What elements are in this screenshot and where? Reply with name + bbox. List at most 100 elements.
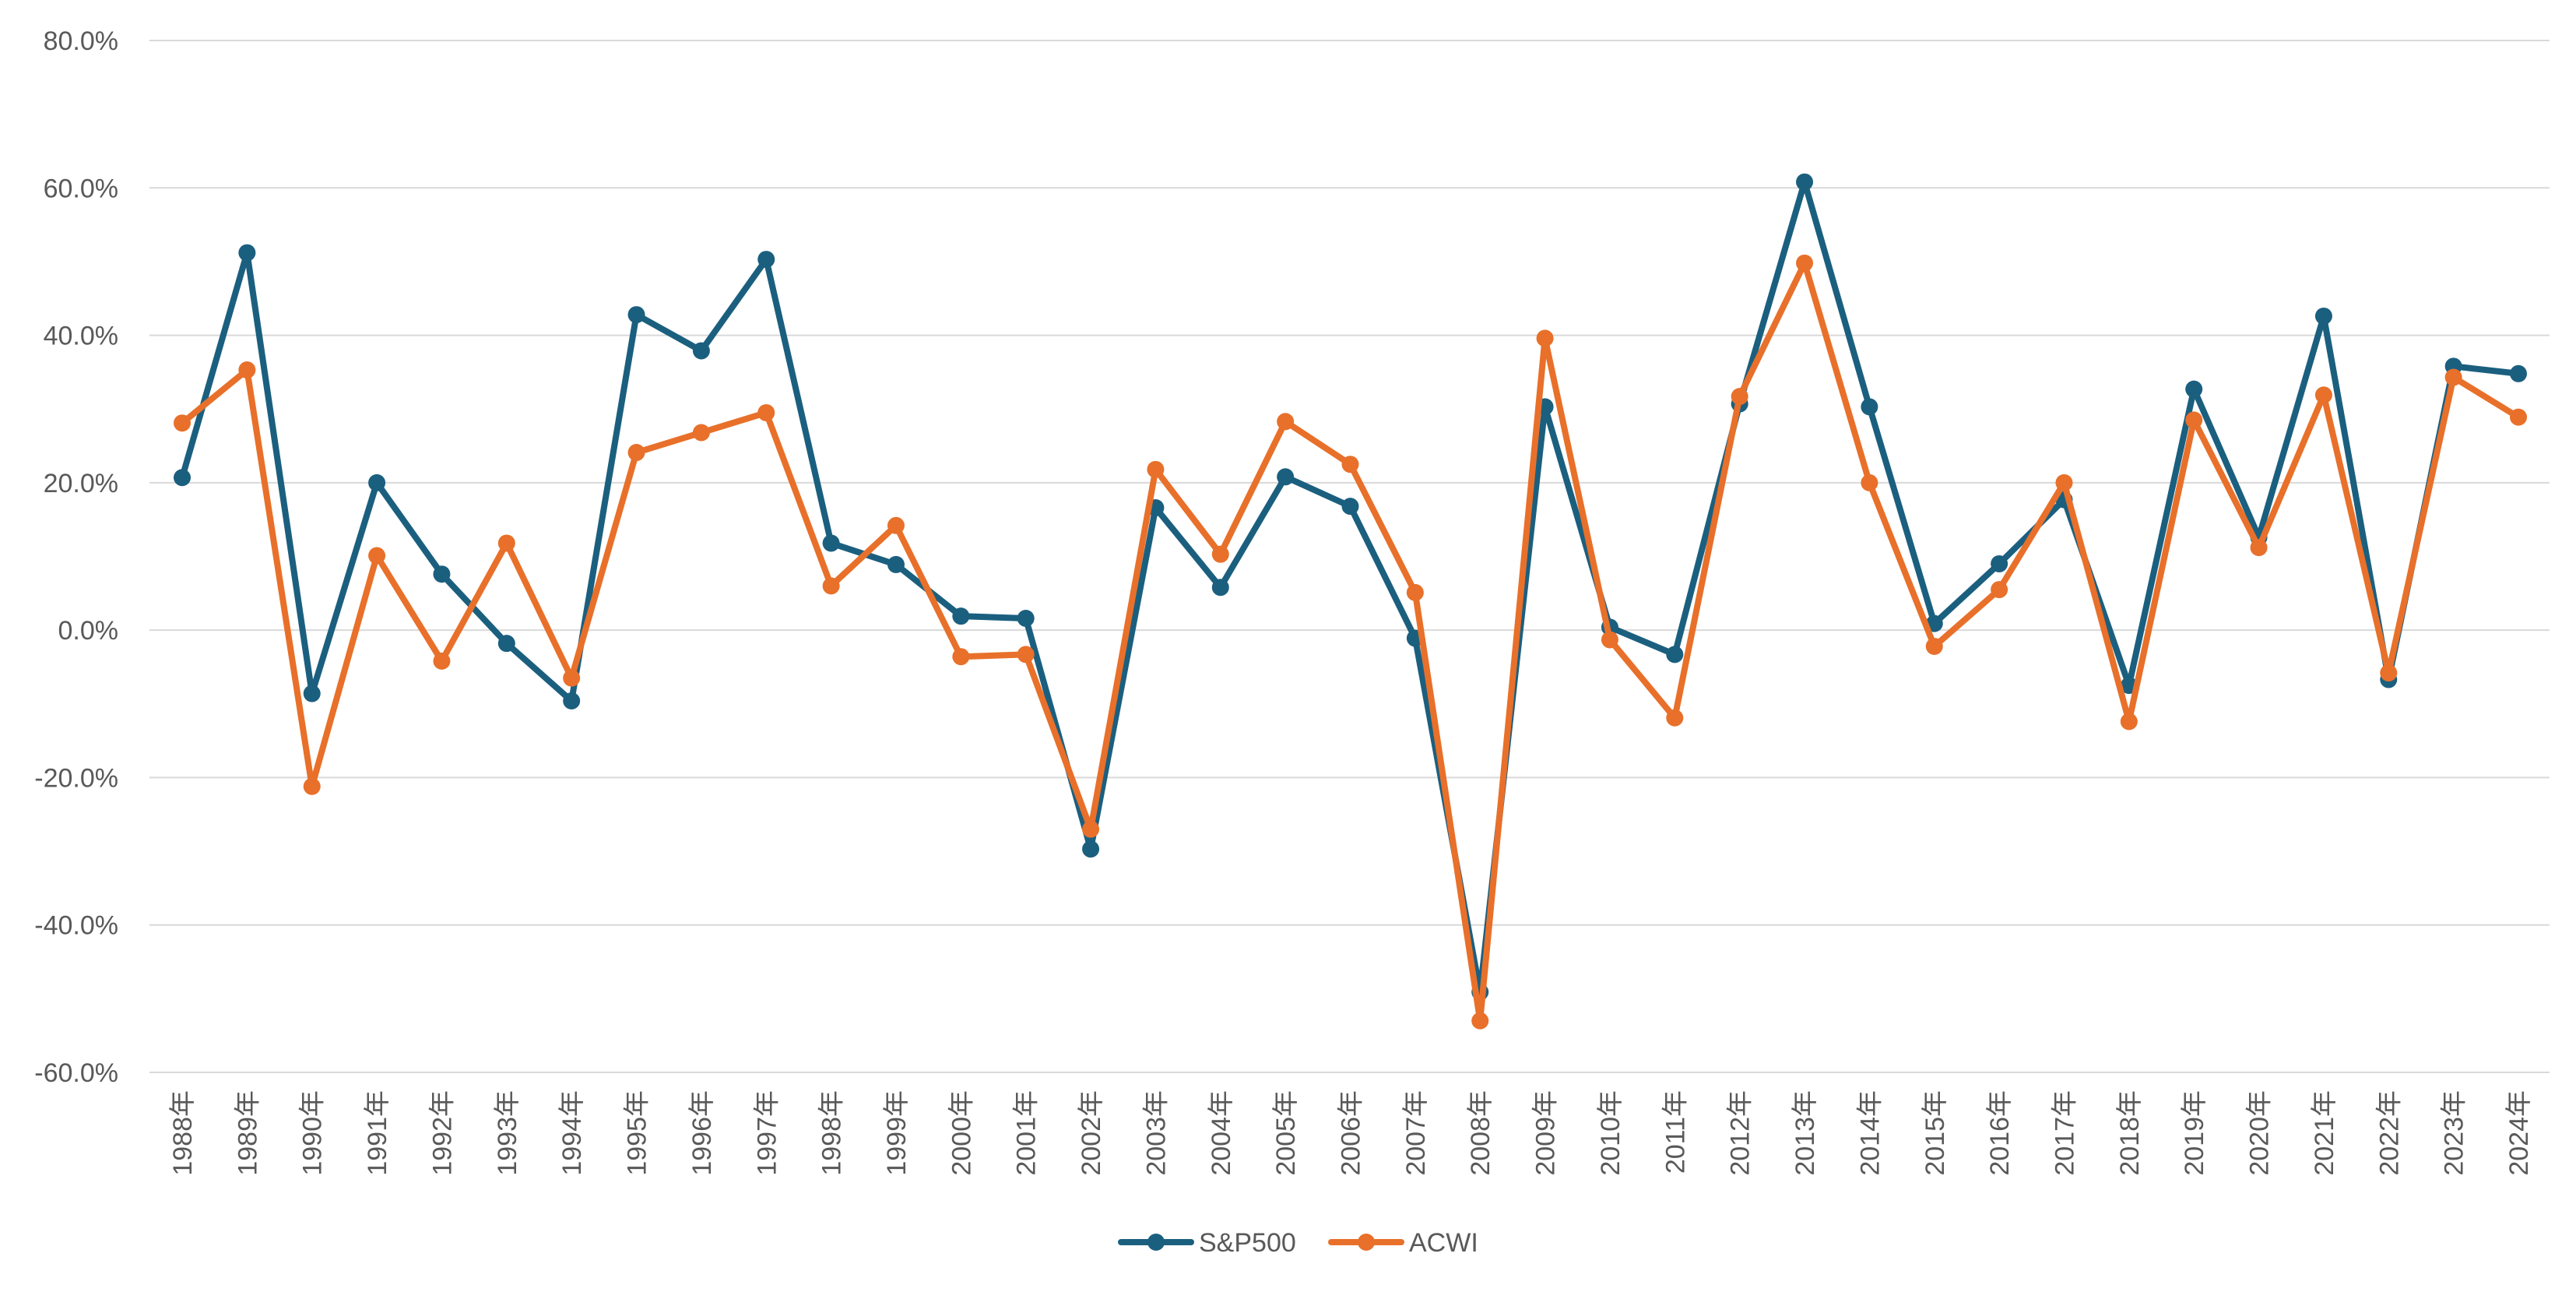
x-tick-label: 2004年 bbox=[1207, 1090, 1236, 1176]
data-point bbox=[1601, 631, 1618, 649]
x-tick-label: 2006年 bbox=[1337, 1090, 1366, 1176]
x-tick-label: 2003年 bbox=[1141, 1090, 1171, 1176]
data-point bbox=[692, 342, 710, 360]
data-point bbox=[1861, 398, 1878, 416]
x-tick-label: 2011年 bbox=[1661, 1090, 1690, 1174]
data-point bbox=[1991, 554, 2008, 572]
data-point bbox=[1341, 498, 1359, 516]
data-point bbox=[174, 469, 191, 487]
data-point bbox=[1406, 583, 1424, 601]
data-point bbox=[2055, 473, 2073, 491]
data-point bbox=[2510, 408, 2527, 426]
data-point bbox=[887, 516, 905, 534]
data-point bbox=[368, 547, 386, 565]
x-tick-label: 1996年 bbox=[687, 1090, 717, 1176]
x-tick-label: 2024年 bbox=[2504, 1090, 2534, 1176]
x-axis-tick-labels: 1988年 1989年 1990年 1991年 1992年 1993年 1994年 1995年… bbox=[168, 1090, 2534, 1176]
data-point bbox=[433, 565, 451, 583]
y-tick-label: -20.0% bbox=[34, 763, 118, 793]
data-point bbox=[952, 648, 970, 666]
x-tick-label: 2016年 bbox=[1985, 1090, 2015, 1176]
y-tick-label: 40.0% bbox=[44, 322, 118, 351]
y-tick-label: -40.0% bbox=[34, 911, 118, 941]
data-point bbox=[433, 652, 451, 670]
data-point bbox=[1082, 840, 1100, 858]
data-point bbox=[822, 577, 840, 595]
data-point bbox=[1277, 468, 1295, 486]
x-tick-label: 1997年 bbox=[752, 1090, 782, 1176]
data-point bbox=[563, 692, 581, 709]
series-ACWI bbox=[174, 254, 2527, 1030]
data-point bbox=[1082, 820, 1100, 838]
y-tick-label: -60.0% bbox=[34, 1058, 118, 1088]
x-tick-label: 2000年 bbox=[947, 1090, 976, 1176]
data-point bbox=[2120, 713, 2138, 730]
x-tick-label: 2022年 bbox=[2374, 1090, 2404, 1176]
data-point bbox=[1471, 1012, 1489, 1030]
x-tick-label: 2002年 bbox=[1077, 1090, 1106, 1176]
legend-label: S&P500 bbox=[1199, 1228, 1296, 1258]
y-tick-label: 20.0% bbox=[44, 469, 118, 498]
legend-item: S&P500 bbox=[1118, 1228, 1296, 1258]
x-tick-label: 1994年 bbox=[557, 1090, 587, 1176]
series-S&P500 bbox=[174, 173, 2527, 1001]
legend-swatch-marker bbox=[1147, 1234, 1165, 1251]
data-point bbox=[1796, 254, 1814, 272]
x-tick-label: 1998年 bbox=[817, 1090, 847, 1176]
x-tick-label: 1988年 bbox=[168, 1090, 198, 1176]
data-point bbox=[174, 414, 191, 432]
x-tick-label: 1989年 bbox=[233, 1090, 262, 1176]
y-tick-label: 60.0% bbox=[44, 174, 118, 203]
x-tick-label: 2023年 bbox=[2440, 1090, 2469, 1176]
data-point bbox=[497, 635, 515, 653]
series-line bbox=[179, 259, 2522, 1024]
x-tick-label: 1992年 bbox=[427, 1090, 457, 1176]
data-point bbox=[822, 534, 840, 552]
gridlines bbox=[149, 40, 2550, 1073]
data-point bbox=[2185, 411, 2203, 429]
x-tick-label: 2009年 bbox=[1531, 1090, 1561, 1176]
data-point bbox=[1991, 581, 2008, 599]
data-point bbox=[887, 555, 905, 573]
x-tick-label: 1995年 bbox=[623, 1090, 652, 1176]
x-tick-label: 1999年 bbox=[882, 1090, 912, 1176]
x-tick-label: 1991年 bbox=[363, 1090, 392, 1176]
x-tick-label: 2001年 bbox=[1012, 1090, 1042, 1176]
data-point bbox=[2185, 380, 2203, 398]
data-point bbox=[952, 607, 970, 625]
legend-item: ACWI bbox=[1328, 1228, 1478, 1258]
x-tick-label: 2020年 bbox=[2245, 1090, 2275, 1176]
data-point bbox=[1017, 610, 1035, 627]
series-lines bbox=[174, 173, 2527, 1030]
data-point bbox=[2510, 364, 2527, 382]
data-point bbox=[1277, 413, 1295, 431]
data-point bbox=[1211, 545, 1229, 563]
data-point bbox=[2314, 307, 2332, 325]
data-point bbox=[2314, 386, 2332, 404]
x-tick-label: 2019年 bbox=[2180, 1090, 2209, 1176]
x-tick-label: 2014年 bbox=[1855, 1090, 1885, 1176]
legend-label: ACWI bbox=[1409, 1228, 1478, 1258]
y-tick-label: 0.0% bbox=[58, 616, 119, 646]
data-point bbox=[2444, 368, 2462, 386]
data-point bbox=[1925, 637, 1943, 655]
x-tick-label: 2015年 bbox=[1921, 1090, 1950, 1176]
x-tick-label: 2018年 bbox=[2115, 1090, 2145, 1176]
data-point bbox=[368, 473, 386, 491]
legend: S&P500 ACWI bbox=[1118, 1228, 1478, 1258]
x-tick-label: 1990年 bbox=[298, 1090, 328, 1176]
data-point bbox=[303, 685, 321, 702]
data-point bbox=[2380, 664, 2398, 682]
x-tick-label: 2010年 bbox=[1596, 1090, 1625, 1176]
x-tick-label: 1993年 bbox=[493, 1090, 522, 1176]
data-point bbox=[757, 403, 775, 421]
data-point bbox=[1666, 646, 1684, 664]
data-point bbox=[1341, 456, 1359, 473]
data-point bbox=[1017, 646, 1035, 664]
x-tick-label: 2005年 bbox=[1271, 1090, 1301, 1176]
data-point bbox=[1536, 329, 1554, 347]
legend-swatch-marker bbox=[1358, 1234, 1375, 1251]
data-point bbox=[563, 669, 581, 687]
y-tick-label: 80.0% bbox=[44, 26, 118, 56]
